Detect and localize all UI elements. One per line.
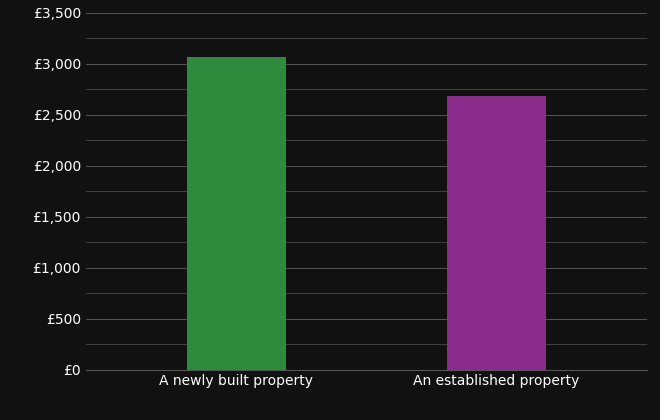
Bar [447,96,546,370]
Bar [187,58,286,370]
